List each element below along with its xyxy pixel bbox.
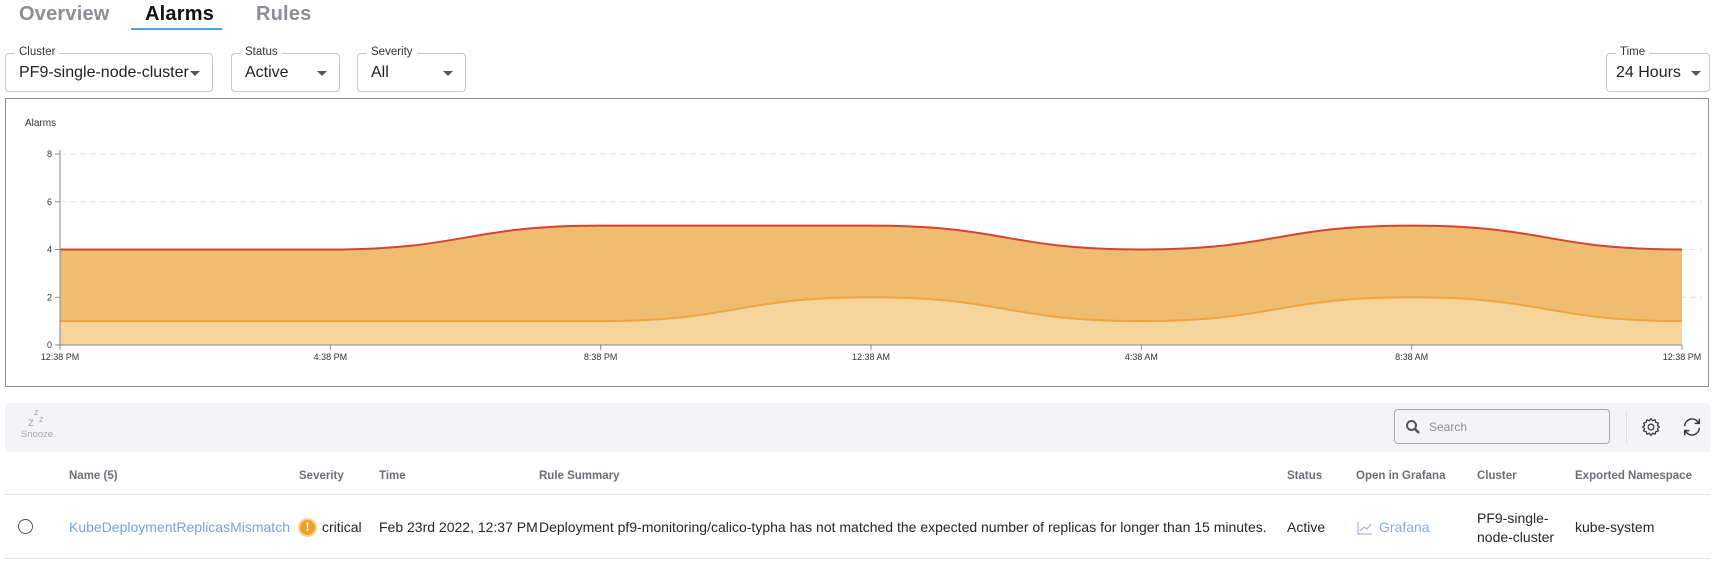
y-tick-label: 6 (47, 197, 52, 207)
column-header-rule-summary[interactable]: Rule Summary (539, 470, 620, 482)
namespace-value: kube-system (1575, 519, 1655, 535)
status-value: Active (1287, 519, 1326, 535)
cluster-line-2: node-cluster (1477, 529, 1555, 545)
cluster-label: Cluster (15, 46, 60, 58)
cluster-line-1: PF9-single- (1477, 510, 1549, 526)
cluster-value: PF9-single-node-cluster (19, 64, 189, 81)
chart-line-icon[interactable] (1357, 521, 1373, 535)
tab-alarms[interactable]: Alarms (145, 3, 215, 25)
x-tick-label: 4:38 AM (1125, 352, 1158, 362)
time-select[interactable]: Time 24 Hours (1606, 46, 1710, 92)
refresh-icon[interactable] (1681, 416, 1703, 438)
status-select[interactable]: Status Active (231, 46, 340, 92)
cluster-value: PF9-single-node-cluster (1477, 509, 1554, 547)
alarms-chart-svg: Alarms 0 2 4 6 8 12:38 PM 4:38 PM 8:38 PM 12:38 … (25, 118, 1702, 362)
column-header-status[interactable]: Status (1287, 470, 1323, 482)
alarms-chart: Alarms 0 2 4 6 8 12:38 PM 4:38 PM 8:38 PM 12:38 … (5, 98, 1709, 387)
chart-title: Alarms (25, 118, 56, 129)
active-tab-indicator (131, 28, 222, 30)
time-value: Feb 23rd 2022, 12:37 PM (379, 519, 538, 535)
column-header-namespace[interactable]: Exported Namespace (1575, 470, 1692, 482)
critical-icon: ! (298, 518, 317, 537)
y-tick-label: 0 (47, 340, 52, 350)
caret-down-icon (443, 71, 453, 76)
column-header-severity[interactable]: Severity (299, 470, 344, 482)
alarm-name-link[interactable]: KubeDeploymentReplicasMismatch (69, 519, 290, 535)
x-tick-label: 12:38 PM (41, 352, 80, 362)
tab-overview[interactable]: Overview (19, 3, 110, 25)
cluster-select[interactable]: Cluster PF9-single-node-cluster (5, 46, 213, 92)
grafana-link[interactable]: Grafana (1379, 519, 1430, 535)
column-header-cluster[interactable]: Cluster (1477, 470, 1517, 482)
series-0-line (60, 224, 1683, 251)
time-label: Time (1616, 46, 1650, 58)
time-value: 24 Hours (1616, 64, 1681, 81)
y-tick-label: 2 (47, 292, 52, 302)
caret-down-icon (317, 71, 327, 76)
column-header-time[interactable]: Time (379, 470, 406, 482)
series-1-line (60, 296, 1683, 323)
x-tick-label: 8:38 AM (1395, 352, 1428, 362)
tab-rules[interactable]: Rules (256, 3, 312, 25)
gear-icon[interactable] (1641, 417, 1661, 437)
severity-value: critical (322, 519, 362, 535)
column-header-grafana[interactable]: Open in Grafana (1356, 470, 1446, 482)
y-tick-label: 4 (47, 245, 52, 255)
x-tick-label: 12:38 AM (852, 352, 890, 362)
status-label: Status (241, 46, 282, 58)
x-tick-label: 12:38 PM (1663, 352, 1702, 362)
row-divider (5, 558, 1710, 559)
search-placeholder: Search (1429, 420, 1468, 434)
caret-down-icon (1691, 71, 1701, 76)
x-tick-label: 8:38 PM (584, 352, 618, 362)
snooze-label: Snooze (20, 429, 54, 440)
header-divider (5, 494, 1710, 495)
caret-down-icon (190, 71, 200, 76)
toolbar-divider (1626, 411, 1627, 443)
search-icon (1406, 420, 1420, 434)
severity-select[interactable]: Severity All (357, 46, 466, 92)
severity-value: All (371, 64, 389, 81)
rule-summary: Deployment pf9-monitoring/calico-typha h… (539, 519, 1267, 535)
status-value: Active (245, 64, 289, 81)
search-input[interactable]: Search (1394, 409, 1610, 444)
x-tick-label: 4:38 PM (314, 352, 348, 362)
y-tick-label: 8 (47, 149, 52, 159)
severity-label: Severity (367, 46, 417, 58)
column-header-name[interactable]: Name (5) (69, 470, 118, 482)
row-select-radio[interactable] (18, 519, 33, 534)
